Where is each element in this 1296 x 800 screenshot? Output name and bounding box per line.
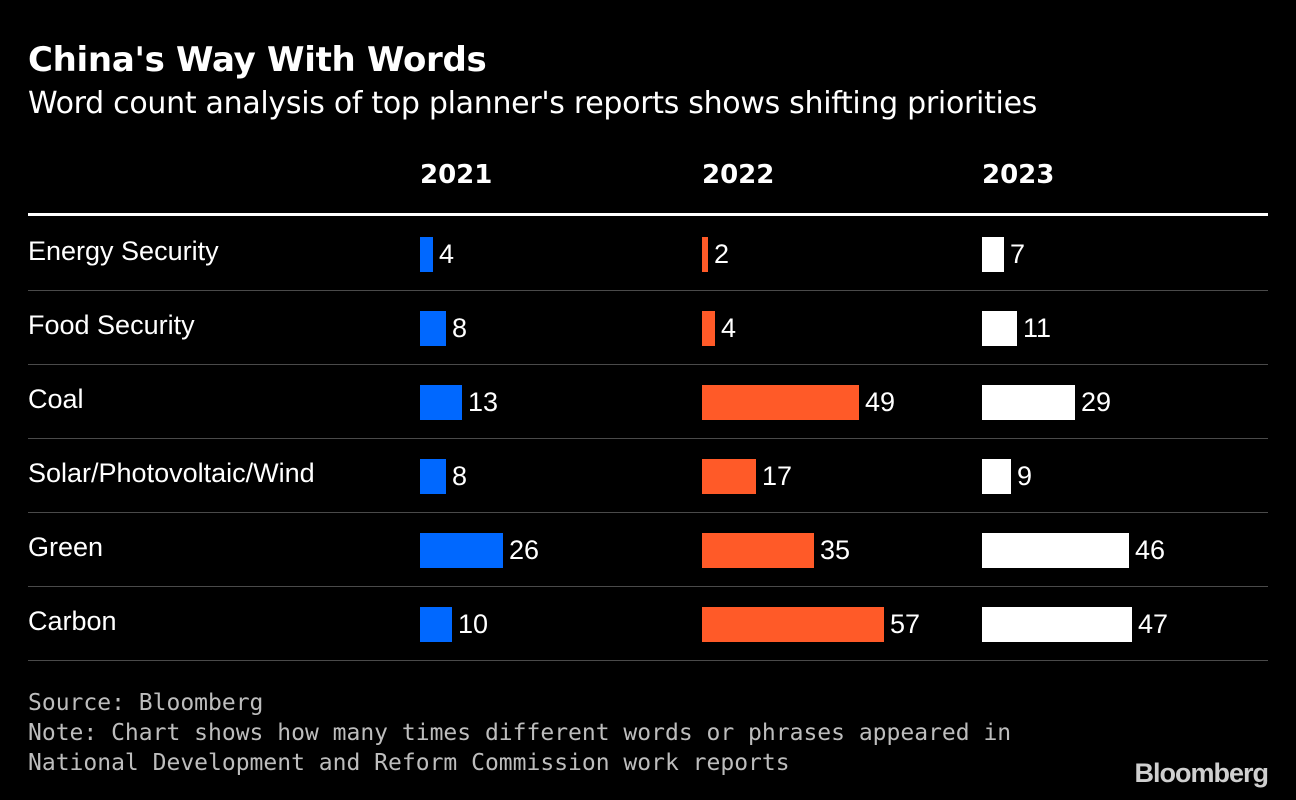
bar-2023-energy-security [982,237,1004,272]
bar-2021-food-security [420,311,446,346]
row-label-solar-photovoltaic-wind: Solar/Photovoltaic/Wind [28,458,315,488]
bar-2022-energy-security [702,237,708,272]
row-label-food-security: Food Security [28,310,195,340]
header-rule [28,213,1268,216]
bar-2023-green [982,533,1129,568]
row-divider [28,364,1268,365]
value-label-2023-energy-security: 7 [1010,239,1026,269]
value-label-2022-coal: 49 [865,387,896,417]
bar-2023-carbon [982,607,1132,642]
bloomberg-logo: Bloomberg [1134,758,1269,788]
bar-2023-solar-photovoltaic-wind [982,459,1011,494]
bar-2021-solar-photovoltaic-wind [420,459,446,494]
bar-2022-green [702,533,814,568]
row-divider [28,512,1268,513]
row-label-green: Green [28,532,104,562]
bar-2023-coal [982,385,1075,420]
column-header-2022: 2022 [702,160,775,190]
bar-2022-carbon [702,607,884,642]
bar-2023-food-security [982,311,1017,346]
column-header-2021: 2021 [420,160,493,190]
value-label-2021-food-security: 8 [452,313,468,343]
source-note: Source: Bloomberg [28,690,264,716]
value-label-2023-coal: 29 [1081,387,1112,417]
value-label-2023-food-security: 11 [1023,313,1052,343]
row-divider [28,290,1268,291]
bar-2021-green [420,533,503,568]
row-divider [28,586,1268,587]
value-label-2021-coal: 13 [468,387,499,417]
row-label-energy-security: Energy Security [28,236,219,266]
row-divider [28,438,1268,439]
bar-2022-food-security [702,311,715,346]
value-label-2023-carbon: 47 [1138,609,1169,639]
note-line-1: Note: Chart shows how many times differe… [28,720,1012,746]
footer: Source: Bloomberg Note: Chart shows how … [28,688,1028,778]
bar-2022-coal [702,385,859,420]
row-label-carbon: Carbon [28,606,117,636]
bar-2021-coal [420,385,462,420]
value-label-2021-solar-photovoltaic-wind: 8 [452,461,468,491]
note-line-2: National Development and Reform Commissi… [28,750,790,776]
column-header-2023: 2023 [982,160,1055,190]
row-label-coal: Coal [28,384,84,414]
bar-2022-solar-photovoltaic-wind [702,459,756,494]
row-divider [28,660,1268,661]
bar-2021-carbon [420,607,452,642]
value-label-2023-solar-photovoltaic-wind: 9 [1017,461,1033,491]
value-label-2022-energy-security: 2 [714,239,730,269]
value-label-2021-energy-security: 4 [439,239,455,269]
bar-2021-energy-security [420,237,433,272]
value-label-2021-carbon: 10 [458,609,489,639]
value-label-2022-solar-photovoltaic-wind: 17 [762,461,793,491]
value-label-2023-green: 46 [1135,535,1166,565]
chart-subtitle: Word count analysis of top planner's rep… [28,86,1038,121]
chart-title: China's Way With Words [28,40,487,80]
value-label-2021-green: 26 [509,535,540,565]
value-label-2022-green: 35 [820,535,851,565]
value-label-2022-carbon: 57 [890,609,921,639]
value-label-2022-food-security: 4 [721,313,737,343]
